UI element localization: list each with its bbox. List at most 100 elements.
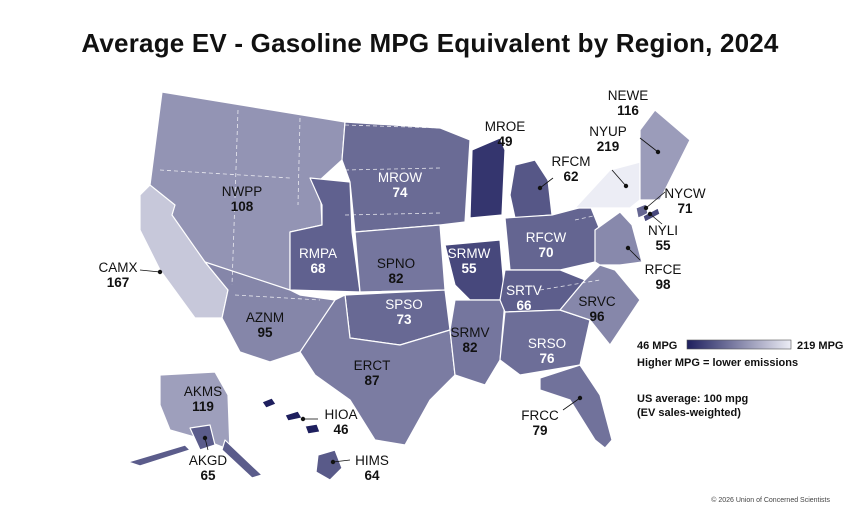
- leader-line-newe: [639, 137, 659, 153]
- region-code-srvc: SRVC: [578, 294, 616, 309]
- region-hioa: [261, 397, 277, 409]
- region-code-mrow: MROW: [378, 170, 422, 185]
- leader-line-nyup: [611, 169, 627, 187]
- region-value-nwpp: 108: [231, 199, 254, 214]
- region-code-rfce: RFCE: [645, 262, 682, 277]
- region-code-srso: SRSO: [528, 336, 566, 351]
- map-title: Average EV - Gasoline MPG Equivalent by …: [81, 28, 779, 58]
- region-code-hims: HIMS: [355, 453, 389, 468]
- border-line: [344, 124, 441, 129]
- region-value-rfce: 98: [655, 277, 671, 292]
- leader-dot-akgd: [202, 435, 208, 441]
- region-shapes: [127, 91, 691, 481]
- region-value-newe: 116: [617, 103, 639, 118]
- region-code-rfcw: RFCW: [526, 230, 567, 245]
- region-code-akms: AKMS: [184, 384, 222, 399]
- region-value-hims: 64: [364, 468, 380, 483]
- leader-dot-nyup: [623, 183, 629, 189]
- border-line: [297, 117, 301, 206]
- leader-dot-rfce: [625, 245, 631, 251]
- region-value-nyli: 55: [655, 238, 671, 253]
- region-code-frcc: FRCC: [521, 408, 559, 423]
- copyright-text: © 2026 Union of Concerned Scientists: [711, 497, 830, 504]
- border-line: [574, 209, 621, 221]
- region-value-srso: 76: [539, 351, 555, 366]
- region-code-nycw: NYCW: [664, 186, 706, 201]
- region-rfcm: [509, 159, 553, 219]
- region-code-rfcm: RFCM: [552, 154, 591, 169]
- leader-line-frcc: [562, 397, 581, 411]
- leader-line-rfce: [627, 247, 641, 261]
- leader-dot-nyli: [647, 211, 653, 217]
- region-code-nwpp: NWPP: [222, 184, 263, 199]
- legend-min-label: 46 MPG: [637, 340, 677, 352]
- us-average-note: US average: 100 mpg: [637, 393, 748, 405]
- region-code-nyup: NYUP: [589, 124, 627, 139]
- region-code-erct: ERCT: [354, 358, 391, 373]
- region-hims: [315, 449, 343, 481]
- region-value-spno: 82: [388, 271, 403, 286]
- region-value-akgd: 65: [200, 468, 216, 483]
- region-code-srmw: SRMW: [448, 246, 491, 261]
- region-value-nyup: 219: [597, 139, 620, 154]
- region-value-erct: 87: [364, 373, 379, 388]
- leader-dot-camx: [157, 269, 163, 275]
- region-code-mroe: MROE: [485, 119, 526, 134]
- legend: 46 MPG 219 MPG Higher MPG = lower emissi…: [637, 339, 843, 419]
- leader-line-rfcm: [539, 177, 554, 189]
- region-value-mroe: 49: [497, 134, 512, 149]
- border-line: [159, 169, 291, 179]
- region-value-mrow: 74: [392, 185, 408, 200]
- leader-dot-nycw: [643, 205, 649, 211]
- region-mroe: [469, 137, 506, 219]
- region-hioa: [284, 410, 303, 422]
- region-code-aznm: AZNM: [246, 310, 284, 325]
- region-value-hioa: 46: [333, 422, 349, 437]
- region-code-srmv: SRMV: [450, 325, 489, 340]
- region-code-rmpa: RMPA: [299, 246, 337, 261]
- region-code-camx: CAMX: [98, 260, 137, 275]
- region-code-newe: NEWE: [608, 88, 649, 103]
- region-value-akms: 119: [192, 399, 214, 414]
- us-average-note-sub: (EV sales-weighted): [637, 407, 741, 419]
- region-rmpa: [289, 177, 361, 293]
- leader-dot-hims: [330, 459, 336, 465]
- legend-color-bar: [686, 339, 792, 350]
- leader-dot-newe: [655, 149, 661, 155]
- border-line: [344, 212, 441, 216]
- region-value-nycw: 71: [677, 201, 693, 216]
- region-code-spso: SPSO: [385, 297, 423, 312]
- border-line: [539, 279, 601, 291]
- leader-dot-hioa: [300, 416, 306, 422]
- region-frcc: [539, 364, 613, 449]
- leader-line-camx: [139, 269, 161, 273]
- region-code-srtv: SRTV: [506, 283, 542, 298]
- leader-line-nyli: [649, 213, 663, 225]
- label-leaders: [139, 137, 666, 465]
- state-border-lines: [159, 109, 621, 301]
- region-code-nyli: NYLI: [648, 223, 678, 238]
- region-labels: NWPP108CAMX167AZNM95RMPA68MROW74SPNO82SP…: [98, 88, 705, 483]
- region-value-rmpa: 68: [310, 261, 326, 276]
- region-akgd: [189, 424, 216, 451]
- region-code-spno: SPNO: [377, 256, 415, 271]
- border-line: [231, 109, 239, 286]
- region-value-aznm: 95: [257, 325, 273, 340]
- region-value-srmv: 82: [462, 340, 477, 355]
- leader-line-nycw: [645, 191, 666, 209]
- region-value-camx: 167: [107, 275, 130, 290]
- border-line: [344, 167, 441, 171]
- region-value-srvc: 96: [589, 309, 605, 324]
- leader-line-hims: [332, 459, 351, 463]
- region-hioa: [304, 423, 321, 435]
- region-code-akgd: AKGD: [189, 453, 228, 468]
- region-value-spso: 73: [396, 312, 412, 327]
- region-rfce: [594, 211, 643, 266]
- region-value-rfcm: 62: [563, 169, 578, 184]
- legend-caption: Higher MPG = lower emissions: [637, 357, 798, 369]
- region-value-frcc: 79: [532, 423, 547, 438]
- leader-dot-rfcm: [537, 185, 543, 191]
- region-akgd: [221, 439, 263, 479]
- region-value-rfcw: 70: [538, 245, 553, 260]
